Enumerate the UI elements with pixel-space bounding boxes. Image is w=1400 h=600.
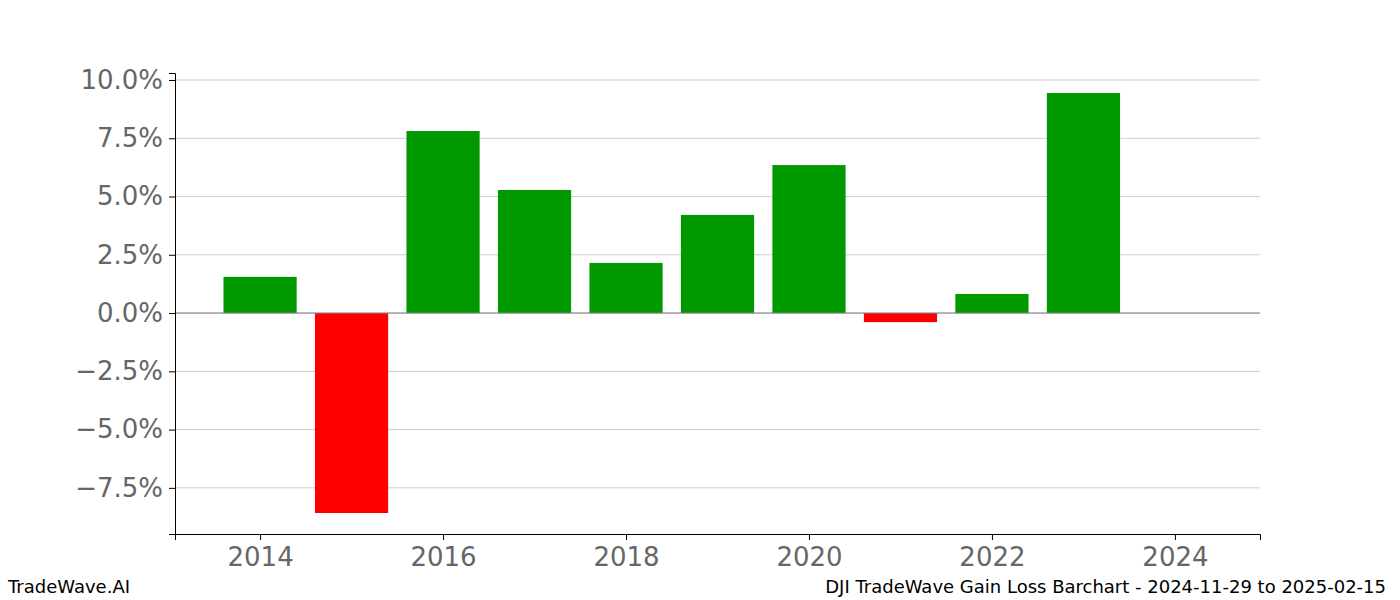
watermark: TradeWave.AI — [7, 576, 130, 597]
y-tick-mark — [169, 313, 175, 314]
y-tick-label: −7.5% — [75, 473, 163, 503]
baseline — [175, 313, 1260, 314]
y-tick-label: −2.5% — [75, 356, 163, 386]
x-tick-label: 2022 — [959, 542, 1025, 572]
title: DJI TradeWave Gain Loss Barchart - 2024-… — [825, 576, 1386, 597]
x-tick-mark — [1175, 534, 1176, 540]
bar — [955, 294, 1028, 313]
y-axis-line — [169, 74, 176, 535]
y-axis: −7.5% −5.0% −2.5% 0.0% 2.5% 5.0% 7.5% 10.0% — [75, 65, 175, 535]
x-tick: 2018 — [593, 534, 659, 572]
bar — [406, 131, 479, 313]
x-tick: 2020 — [776, 534, 842, 572]
y-tick: −2.5% — [75, 356, 175, 386]
bar — [315, 313, 388, 513]
grid-line — [175, 79, 1260, 80]
y-tick: 7.5% — [97, 123, 175, 153]
y-tick-mark — [169, 80, 175, 81]
x-tick-label: 2020 — [776, 542, 842, 572]
y-tick-mark — [169, 255, 175, 256]
bar — [1047, 93, 1120, 313]
bar — [681, 215, 754, 313]
y-tick: −5.0% — [75, 414, 175, 444]
y-tick: −7.5% — [75, 473, 175, 503]
x-tick-label: 2014 — [227, 542, 293, 572]
y-tick-label: 0.0% — [97, 298, 163, 328]
y-tick: 2.5% — [97, 240, 175, 270]
x-tick-label: 2024 — [1142, 542, 1208, 572]
y-tick-label: 10.0% — [80, 65, 163, 95]
y-tick: 0.0% — [97, 298, 175, 328]
y-tick: 10.0% — [80, 65, 175, 95]
y-tick-mark — [169, 488, 175, 489]
x-axis-line — [176, 535, 1261, 541]
bar — [223, 277, 296, 313]
bar — [589, 263, 662, 313]
bar — [864, 313, 937, 322]
bar — [772, 165, 845, 313]
x-tick: 2014 — [227, 534, 293, 572]
x-tick: 2024 — [1142, 534, 1208, 572]
x-tick-mark — [809, 534, 810, 540]
x-tick-mark — [443, 534, 444, 540]
x-tick-label: 2018 — [593, 542, 659, 572]
bars — [175, 93, 1260, 513]
grid-line — [175, 313, 1260, 314]
y-tick-label: 5.0% — [97, 181, 163, 211]
y-tick-label: 7.5% — [97, 123, 163, 153]
y-tick-mark — [169, 371, 175, 372]
x-axis: 2014 2016 2018 2020 2022 2024 — [176, 534, 1261, 572]
x-tick-mark — [260, 534, 261, 540]
y-tick-label: −5.0% — [75, 414, 163, 444]
bar — [498, 190, 571, 313]
x-tick: 2022 — [959, 534, 1025, 572]
x-tick: 2016 — [410, 534, 476, 572]
y-tick-mark — [169, 138, 175, 139]
chart: −7.5% −5.0% −2.5% 0.0% 2.5% 5.0% 7.5% 10.0% 2014… — [0, 0, 1400, 600]
y-tick: 5.0% — [97, 181, 175, 211]
y-tick-label: 2.5% — [97, 240, 163, 270]
x-tick-mark — [626, 534, 627, 540]
x-tick-label: 2016 — [410, 542, 476, 572]
y-tick-mark — [169, 197, 175, 198]
x-tick-mark — [992, 534, 993, 540]
y-tick-mark — [169, 430, 175, 431]
